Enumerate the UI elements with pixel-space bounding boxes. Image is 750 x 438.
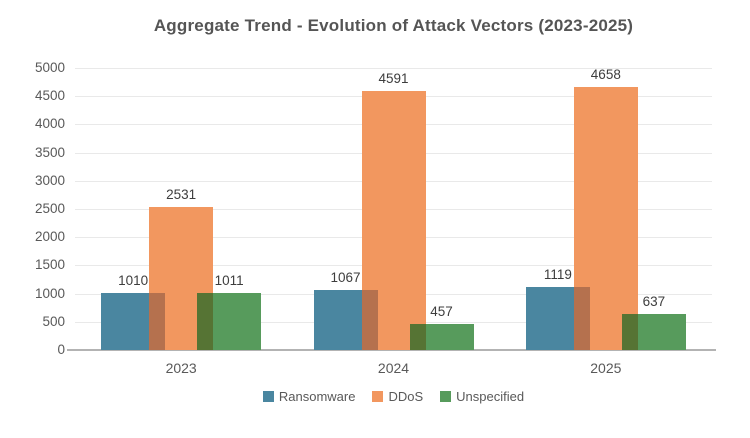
y-tick-label: 500	[42, 313, 65, 329]
y-tick-label: 2500	[34, 201, 65, 216]
value-label-ransomware-2025: 1119	[543, 266, 572, 282]
value-label-ddos-2025: 4658	[590, 67, 621, 83]
legend-item-ransomware: Ransomware	[262, 389, 356, 404]
overlap-ddos-unspecified	[621, 314, 638, 350]
x-tick-label: 2024	[377, 360, 410, 376]
legend: Ransomware DDoS Unspecified	[75, 389, 712, 404]
plot-area: 0 500 1000 1500 2000 2500 3000 3500 4000 4500 5000…	[35, 60, 716, 376]
y-tick-label: 4000	[34, 116, 65, 132]
y-tick-label: 3000	[34, 172, 65, 188]
value-label-ransomware-2023: 1010	[118, 273, 149, 289]
overlap-ddos-unspecified	[197, 292, 214, 350]
value-label-unspecified-2023: 1011	[214, 272, 244, 288]
legend-label: Ransomware	[278, 389, 356, 404]
x-tick-label: 2023	[165, 360, 197, 376]
x-tick-label: 2025	[590, 360, 622, 376]
chart-title: Aggregate Trend - Evolution of Attack Ve…	[153, 16, 634, 35]
y-tick-label: 1500	[34, 257, 65, 273]
gridline	[75, 68, 712, 69]
y-tick-label: 1000	[34, 285, 65, 301]
y-tick-label: 3500	[34, 144, 65, 160]
legend-swatch-ransomware	[262, 391, 274, 402]
legend-item-unspecified: Unspecified	[440, 389, 524, 404]
value-label-ransomware-2024: 1067	[330, 269, 361, 285]
value-label-ddos-2023: 2531	[166, 187, 197, 203]
overlap-ddos-unspecified	[409, 324, 426, 350]
y-tick-label: 4500	[34, 88, 65, 104]
legend-label: DDoS	[388, 389, 424, 404]
value-label-unspecified-2024: 457	[430, 304, 453, 320]
overlap-ransomware-ddos	[573, 286, 590, 350]
overlap-ransomware-ddos	[361, 289, 378, 350]
overlap-ransomware-ddos	[149, 293, 166, 350]
y-tick-label: 0	[57, 342, 65, 357]
legend-item-ddos: DDoS	[372, 389, 423, 404]
y-tick-label: 2000	[34, 229, 65, 245]
x-axis-line	[67, 349, 716, 351]
y-tick-label: 5000	[34, 60, 65, 75]
legend-swatch-ddos	[372, 391, 384, 402]
legend-swatch-unspecified	[440, 391, 452, 402]
value-label-unspecified-2025: 637	[642, 294, 666, 310]
legend-label: Unspecified	[456, 389, 525, 404]
value-label-ddos-2024: 4591	[378, 71, 409, 87]
